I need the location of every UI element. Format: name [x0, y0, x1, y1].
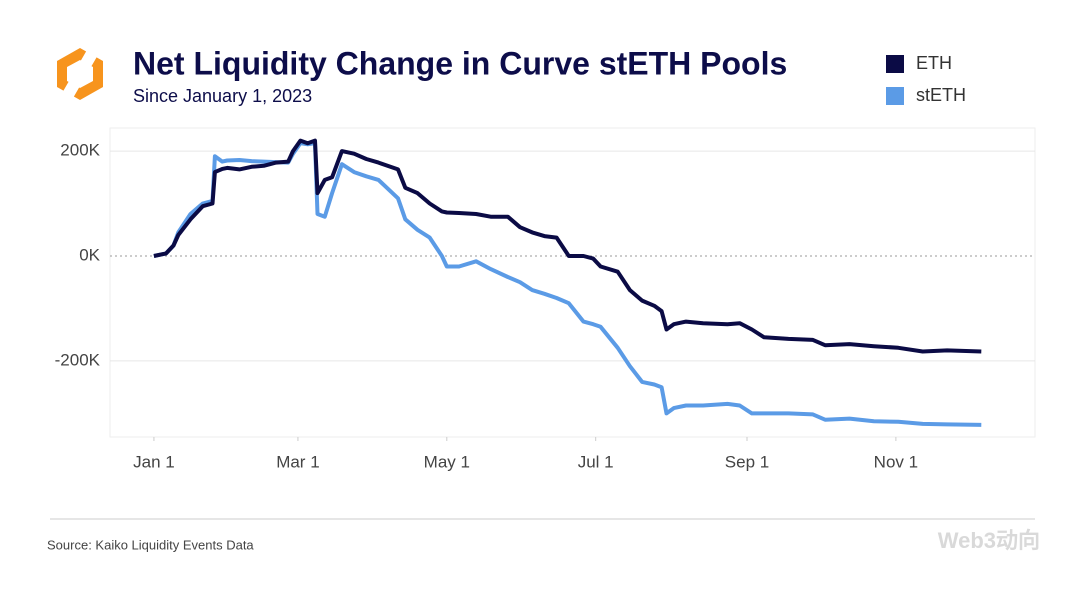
x-tick-label: Mar 1: [276, 452, 319, 471]
source-note: Source: Kaiko Liquidity Events Data: [47, 537, 254, 552]
watermark: Web3动向: [938, 528, 1040, 553]
legend-swatch: [886, 55, 904, 73]
legend-swatch: [886, 87, 904, 105]
x-tick-label: Sep 1: [725, 452, 769, 471]
series-line: [153, 141, 982, 427]
plot-frame: [109, 127, 1036, 438]
y-tick-label: 200K: [60, 141, 100, 160]
y-tick-label: 0K: [79, 245, 100, 264]
x-tick-label: Jul 1: [578, 452, 614, 471]
y-tick-label: -200K: [55, 350, 101, 369]
x-tick-label: Nov 1: [874, 452, 918, 471]
logo: [57, 48, 103, 100]
logo-cut: [62, 50, 98, 98]
chart-title: Net Liquidity Change in Curve stETH Pool…: [133, 45, 787, 81]
x-tick-label: Jan 1: [133, 452, 175, 471]
legend-label: stETH: [916, 85, 966, 105]
x-tick-label: May 1: [424, 452, 470, 471]
chart-subtitle: Since January 1, 2023: [133, 86, 312, 106]
legend-label: ETH: [916, 53, 952, 73]
series-line: [153, 138, 982, 354]
